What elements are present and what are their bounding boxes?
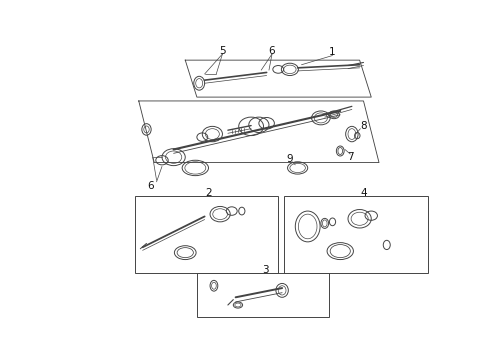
- Text: 4: 4: [360, 188, 367, 198]
- Bar: [135, 195, 278, 273]
- Text: 8: 8: [360, 121, 367, 131]
- Text: 3: 3: [262, 265, 269, 275]
- Text: 9: 9: [287, 154, 293, 164]
- Text: 6: 6: [147, 181, 154, 191]
- Text: 7: 7: [347, 152, 354, 162]
- Text: 6: 6: [269, 46, 275, 56]
- Bar: [197, 273, 329, 317]
- Bar: [285, 195, 428, 273]
- Text: 1: 1: [329, 48, 336, 58]
- Text: 2: 2: [205, 188, 212, 198]
- Text: 5: 5: [219, 46, 226, 56]
